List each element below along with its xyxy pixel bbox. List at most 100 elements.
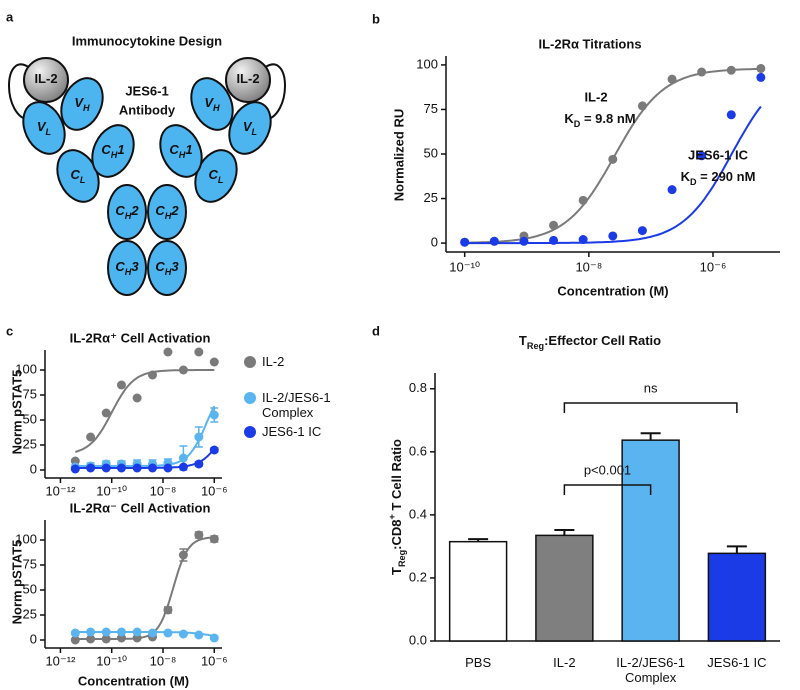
text-part: IL-2 <box>34 71 57 86</box>
antibody-label: JES6-1 <box>125 83 168 98</box>
diagram-title: Immunocytokine Design <box>72 33 222 48</box>
x-tick-label: 10⁻¹⁰ <box>449 259 480 274</box>
data-point <box>101 408 111 418</box>
legend-marker <box>244 392 256 404</box>
x-tick-label: 10⁻⁶ <box>700 259 727 274</box>
text-part: T <box>389 567 404 575</box>
data-point <box>194 530 204 540</box>
y-tick-label: 25 <box>23 436 37 451</box>
data-point <box>86 627 96 637</box>
antibody-domain <box>159 124 203 178</box>
data-point <box>132 627 142 637</box>
text-part: = 290 nM <box>697 169 756 184</box>
y-tick-label: 0 <box>431 235 438 250</box>
y-axis-label: Norm pSTAT5 <box>9 540 24 625</box>
text-part: C <box>155 259 165 274</box>
x-axis-label: Concentration (M) <box>78 673 189 688</box>
text-part: K <box>564 111 574 126</box>
text-part: V <box>37 119 47 134</box>
text-part: H <box>125 267 132 277</box>
text-part: C <box>101 142 111 157</box>
y-axis-label: TReg:CD8+ T Cell Ratio <box>387 439 407 575</box>
text-part: V <box>204 95 214 110</box>
y-tick-label: 0.0 <box>409 632 427 647</box>
x-tick-label: IL-2 <box>553 655 576 670</box>
panel-label: d <box>372 323 380 338</box>
data-point <box>697 151 707 161</box>
domain-label: IL-2 <box>236 71 259 86</box>
data-point <box>209 410 219 420</box>
domain-label: CH1 <box>101 142 124 160</box>
panel-label: b <box>372 11 380 26</box>
series-annotation: KD = 9.8 nM <box>564 111 635 129</box>
fit-curve <box>464 105 762 245</box>
y-tick-label: 0 <box>30 461 37 476</box>
error-bar <box>640 432 661 441</box>
y-tick-label: 50 <box>23 411 37 426</box>
series-label: JES6-1 IC <box>688 147 749 162</box>
text-part: C <box>155 203 165 218</box>
text-part: C <box>209 167 219 182</box>
chart-title: IL-2Rα⁻ Cell Activation <box>70 500 211 515</box>
text-part: IL-2 <box>236 71 259 86</box>
data-point <box>608 154 618 164</box>
legend-label: IL-2/JES6-1 Complex <box>262 390 331 420</box>
data-point <box>578 235 588 245</box>
y-tick-label: 100 <box>15 361 37 376</box>
data-point <box>70 635 80 645</box>
data-point <box>86 463 96 473</box>
data-point <box>489 236 499 246</box>
fit-curve <box>75 447 216 469</box>
text-part: H <box>213 103 220 113</box>
text-part: C <box>169 142 179 157</box>
data-point <box>178 550 188 560</box>
x-tick-label: 10⁻¹² <box>45 653 76 668</box>
text-part: V <box>243 119 253 134</box>
error-bar <box>554 529 575 536</box>
text-part: D <box>690 177 697 187</box>
data-point <box>148 370 158 380</box>
data-point <box>132 463 142 473</box>
il2-domain <box>23 57 69 103</box>
y-tick-label: 25 <box>23 606 37 621</box>
text-part: 1 <box>117 142 124 157</box>
text-part: :CD8 <box>389 519 404 549</box>
x-tick-label: IL-2/JES6-1 Complex <box>616 655 685 685</box>
significance-bracket <box>563 484 652 495</box>
data-point <box>116 627 126 637</box>
series-annotation: KD = 290 nM <box>681 169 756 187</box>
legend-label: IL-2 <box>262 354 285 369</box>
y-tick-label: 50 <box>424 145 438 160</box>
domain-label: CL <box>71 167 86 185</box>
data-point <box>726 110 736 120</box>
data-point <box>178 453 188 463</box>
text-part: 2 <box>170 203 179 218</box>
data-point <box>178 462 188 472</box>
data-point <box>578 195 588 205</box>
y-axis-label: Norm pSTAT5 <box>9 370 24 455</box>
data-point <box>756 63 766 73</box>
antibody-domain <box>147 240 187 296</box>
data-point <box>726 65 736 75</box>
data-point <box>608 231 618 241</box>
data-point <box>667 74 677 84</box>
domain-label: CL <box>209 167 224 185</box>
text-part: C <box>71 167 81 182</box>
fit-curve <box>75 536 215 640</box>
x-tick-label: 10⁻⁸ <box>150 653 177 668</box>
data-point <box>637 101 647 111</box>
data-point <box>209 534 219 544</box>
text-part: 3 <box>171 259 179 274</box>
data-point <box>194 630 204 640</box>
antibody-domain <box>147 184 187 240</box>
text-part: = 9.8 nM <box>580 111 635 126</box>
data-point <box>163 628 173 638</box>
data-point <box>116 463 126 473</box>
domain-label: CH2 <box>115 203 139 221</box>
bar <box>448 540 508 642</box>
domain-label: VH <box>74 95 90 113</box>
data-point <box>132 393 142 403</box>
text-part: H <box>111 150 118 160</box>
il2-domain <box>225 57 271 103</box>
